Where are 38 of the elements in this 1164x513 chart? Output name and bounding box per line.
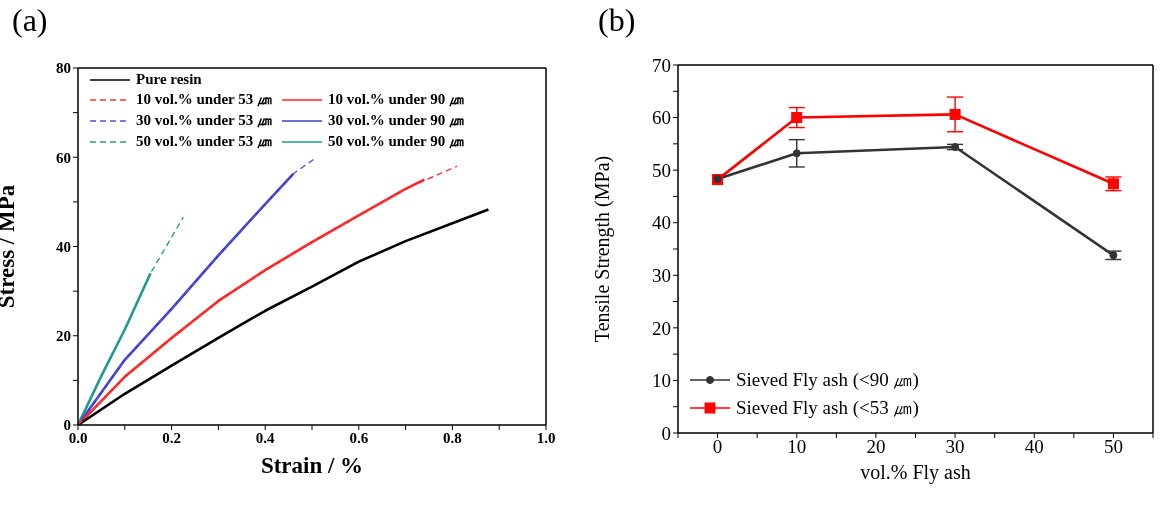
y-tick-label: 60 bbox=[56, 149, 71, 166]
y-tick-label: 20 bbox=[652, 317, 671, 339]
x-tick-label: 0 bbox=[712, 436, 723, 458]
x-tick-label: 50 bbox=[1103, 436, 1123, 458]
legend-label: 10 vol.% under 90 ㎛ bbox=[328, 90, 464, 109]
x-tick-label: 0.6 bbox=[349, 429, 369, 446]
y-tick-label: 60 bbox=[652, 107, 671, 129]
legend-label: 30 vol.% under 90 ㎛ bbox=[328, 111, 464, 130]
x-axis-title: vol.% Fly ash bbox=[860, 461, 971, 485]
y-tick-label: 80 bbox=[56, 60, 71, 77]
x-tick-label: 40 bbox=[1024, 436, 1044, 458]
legend-label: 50 vol.% under 90 ㎛ bbox=[328, 132, 464, 151]
y-tick-label: 40 bbox=[652, 212, 671, 234]
chart-title: (b) bbox=[598, 2, 636, 39]
chart-title: (a) bbox=[12, 2, 48, 39]
x-tick-label: 0.2 bbox=[162, 429, 181, 446]
legend-label: Sieved Fly ash (<53 ㎛) bbox=[736, 396, 919, 420]
x-tick-label: 1.0 bbox=[536, 429, 556, 446]
y-tick-label: 40 bbox=[56, 238, 71, 255]
legend-label: Sieved Fly ash (<90 ㎛) bbox=[736, 368, 919, 392]
legend-label: 30 vol.% under 53 ㎛ bbox=[136, 111, 272, 130]
x-tick-label: 20 bbox=[866, 436, 886, 458]
y-tick-label: 50 bbox=[652, 159, 671, 181]
x-tick-label: 30 bbox=[945, 436, 965, 458]
y-tick-label: 30 bbox=[652, 265, 671, 287]
x-tick-label: 10 bbox=[787, 436, 807, 458]
y-tick-label: 0 bbox=[63, 417, 71, 434]
legend-label: Pure resin bbox=[136, 71, 202, 88]
x-tick-label: 0.4 bbox=[255, 429, 276, 446]
x-tick-label: 0.0 bbox=[68, 429, 88, 446]
legend-label: 50 vol.% under 53 ㎛ bbox=[136, 132, 272, 151]
legend-label: 10 vol.% under 53 ㎛ bbox=[136, 90, 272, 109]
x-tick-label: 0.8 bbox=[443, 429, 462, 446]
y-tick-label: 10 bbox=[652, 370, 671, 392]
x-axis-title: Strain / % bbox=[260, 453, 364, 479]
y-axis-title: Tensile Strength (MPa) bbox=[591, 155, 615, 343]
y-tick-label: 20 bbox=[56, 328, 71, 345]
y-tick-label: 70 bbox=[652, 54, 671, 76]
